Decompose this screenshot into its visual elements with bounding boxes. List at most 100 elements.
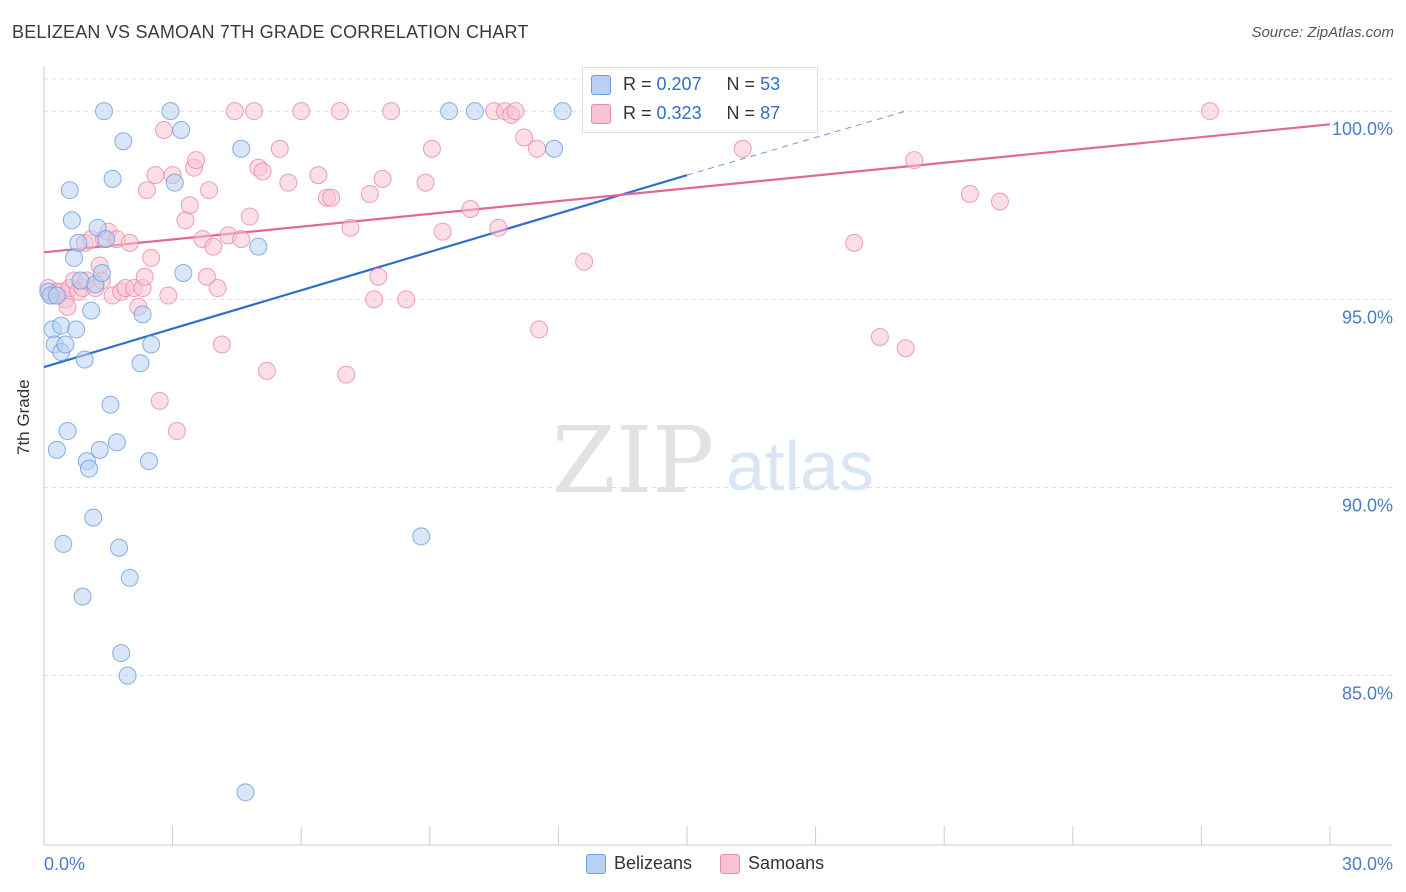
samoans-point: [146, 166, 165, 185]
samoans-point: [197, 267, 216, 286]
belizeans-point: [174, 263, 193, 282]
belizeans-point: [90, 440, 109, 459]
samoans-point: [270, 139, 289, 158]
samoans-point: [896, 339, 915, 358]
belizeans-point: [47, 286, 66, 305]
samoans-point: [527, 139, 546, 158]
samoans-point: [257, 361, 276, 380]
samoans-point: [341, 218, 360, 237]
samoans-point: [330, 102, 349, 121]
stats-legend: R = 0.207 N = 53 R = 0.323 N = 87: [582, 67, 818, 133]
belizeans-point: [440, 102, 459, 121]
samoans-point: [990, 192, 1009, 211]
belizeans-point: [73, 587, 92, 606]
belizeans-point: [97, 230, 116, 249]
belizeans-point: [82, 301, 101, 320]
samoans-point: [180, 196, 199, 215]
samoans-point: [530, 320, 549, 339]
samoans-point: [142, 248, 161, 267]
samoans-point: [382, 102, 401, 121]
samoans-point: [373, 169, 392, 188]
samoans-point: [208, 279, 227, 298]
samoans-point: [212, 335, 231, 354]
stats-row-samoans: R = 0.323 N = 87: [591, 103, 780, 124]
belizeans-point: [131, 354, 150, 373]
belizeans-point: [249, 237, 268, 256]
belizeans-point: [84, 508, 103, 527]
stats-row-belizeans: R = 0.207 N = 53: [591, 74, 780, 95]
samoans-point: [360, 184, 379, 203]
belizeans-swatch: [591, 74, 611, 95]
samoans-point: [870, 327, 889, 346]
samoans-point: [279, 173, 298, 192]
samoans-point: [240, 207, 259, 226]
n-value: 87: [760, 103, 781, 123]
samoans-point: [433, 222, 452, 241]
belizeans-point: [58, 422, 77, 441]
belizeans-swatch: [586, 853, 606, 874]
legend-item-belizeans[interactable]: Belizeans: [586, 853, 692, 874]
belizeans-point: [52, 316, 71, 335]
samoans-point: [253, 162, 272, 181]
samoans-point: [232, 230, 251, 249]
grid: [44, 78, 1392, 677]
samoans-point: [369, 267, 388, 286]
samoans-point: [150, 391, 169, 410]
watermark: ZIP atlas: [552, 407, 874, 514]
samoans-point: [506, 102, 525, 121]
samoans-point: [167, 422, 186, 441]
belizeans-point: [80, 459, 99, 478]
y-axis-label: 7th Grade: [14, 379, 33, 455]
belizeans-point: [553, 102, 572, 121]
x-tick-labels: 0.0% 30.0%: [44, 854, 1393, 874]
belizeans-trend-line: [43, 174, 688, 369]
samoans-point: [155, 120, 174, 139]
belizeans-point: [95, 102, 114, 121]
samoans-point: [187, 151, 206, 170]
samoans-point: [159, 286, 178, 305]
belizeans-point: [67, 320, 86, 339]
belizeans-point: [107, 433, 126, 452]
belizeans-point: [161, 102, 180, 121]
samoans-point: [292, 102, 311, 121]
samoans-point: [204, 237, 223, 256]
legend-label-belizeans: Belizeans: [614, 853, 693, 873]
samoans-point: [225, 102, 244, 121]
samoans-point: [575, 252, 594, 271]
belizeans-point: [75, 350, 94, 369]
y-tick-label: 90.0%: [1342, 495, 1393, 515]
watermark-zip: ZIP: [552, 407, 714, 514]
legend-item-samoans[interactable]: Samoans: [720, 853, 824, 874]
belizeans-point: [232, 139, 251, 158]
samoans-point: [1200, 102, 1219, 121]
belizeans-point: [47, 440, 66, 459]
samoans-point: [422, 139, 441, 158]
y-tick-label: 85.0%: [1342, 684, 1393, 704]
belizeans-point: [92, 263, 111, 282]
belizeans-point: [60, 181, 79, 200]
samoans-swatch: [591, 103, 611, 124]
samoans-point: [322, 188, 341, 207]
belizeans-point: [65, 248, 84, 267]
belizeans-point: [236, 783, 255, 802]
samoans-point: [461, 200, 480, 219]
belizeans-point: [101, 395, 120, 414]
x-tick-label: 30.0%: [1342, 854, 1393, 874]
samoans-point: [733, 139, 752, 158]
belizeans-point: [54, 534, 73, 553]
belizeans-point: [545, 139, 564, 158]
samoans-point: [309, 166, 328, 185]
belizeans-point: [110, 538, 129, 557]
r-label: R =: [623, 74, 652, 94]
n-label: N =: [726, 103, 756, 123]
belizeans-point: [118, 666, 137, 685]
r-value: 0.207: [656, 74, 702, 94]
belizeans-point: [69, 233, 88, 252]
samoans-point: [397, 290, 416, 309]
belizeans-point: [56, 335, 75, 354]
samoans-point: [489, 218, 508, 237]
belizeans-point: [412, 527, 431, 546]
belizeans-point: [120, 568, 139, 587]
belizeans-point: [465, 102, 484, 121]
samoans-point: [137, 181, 156, 200]
